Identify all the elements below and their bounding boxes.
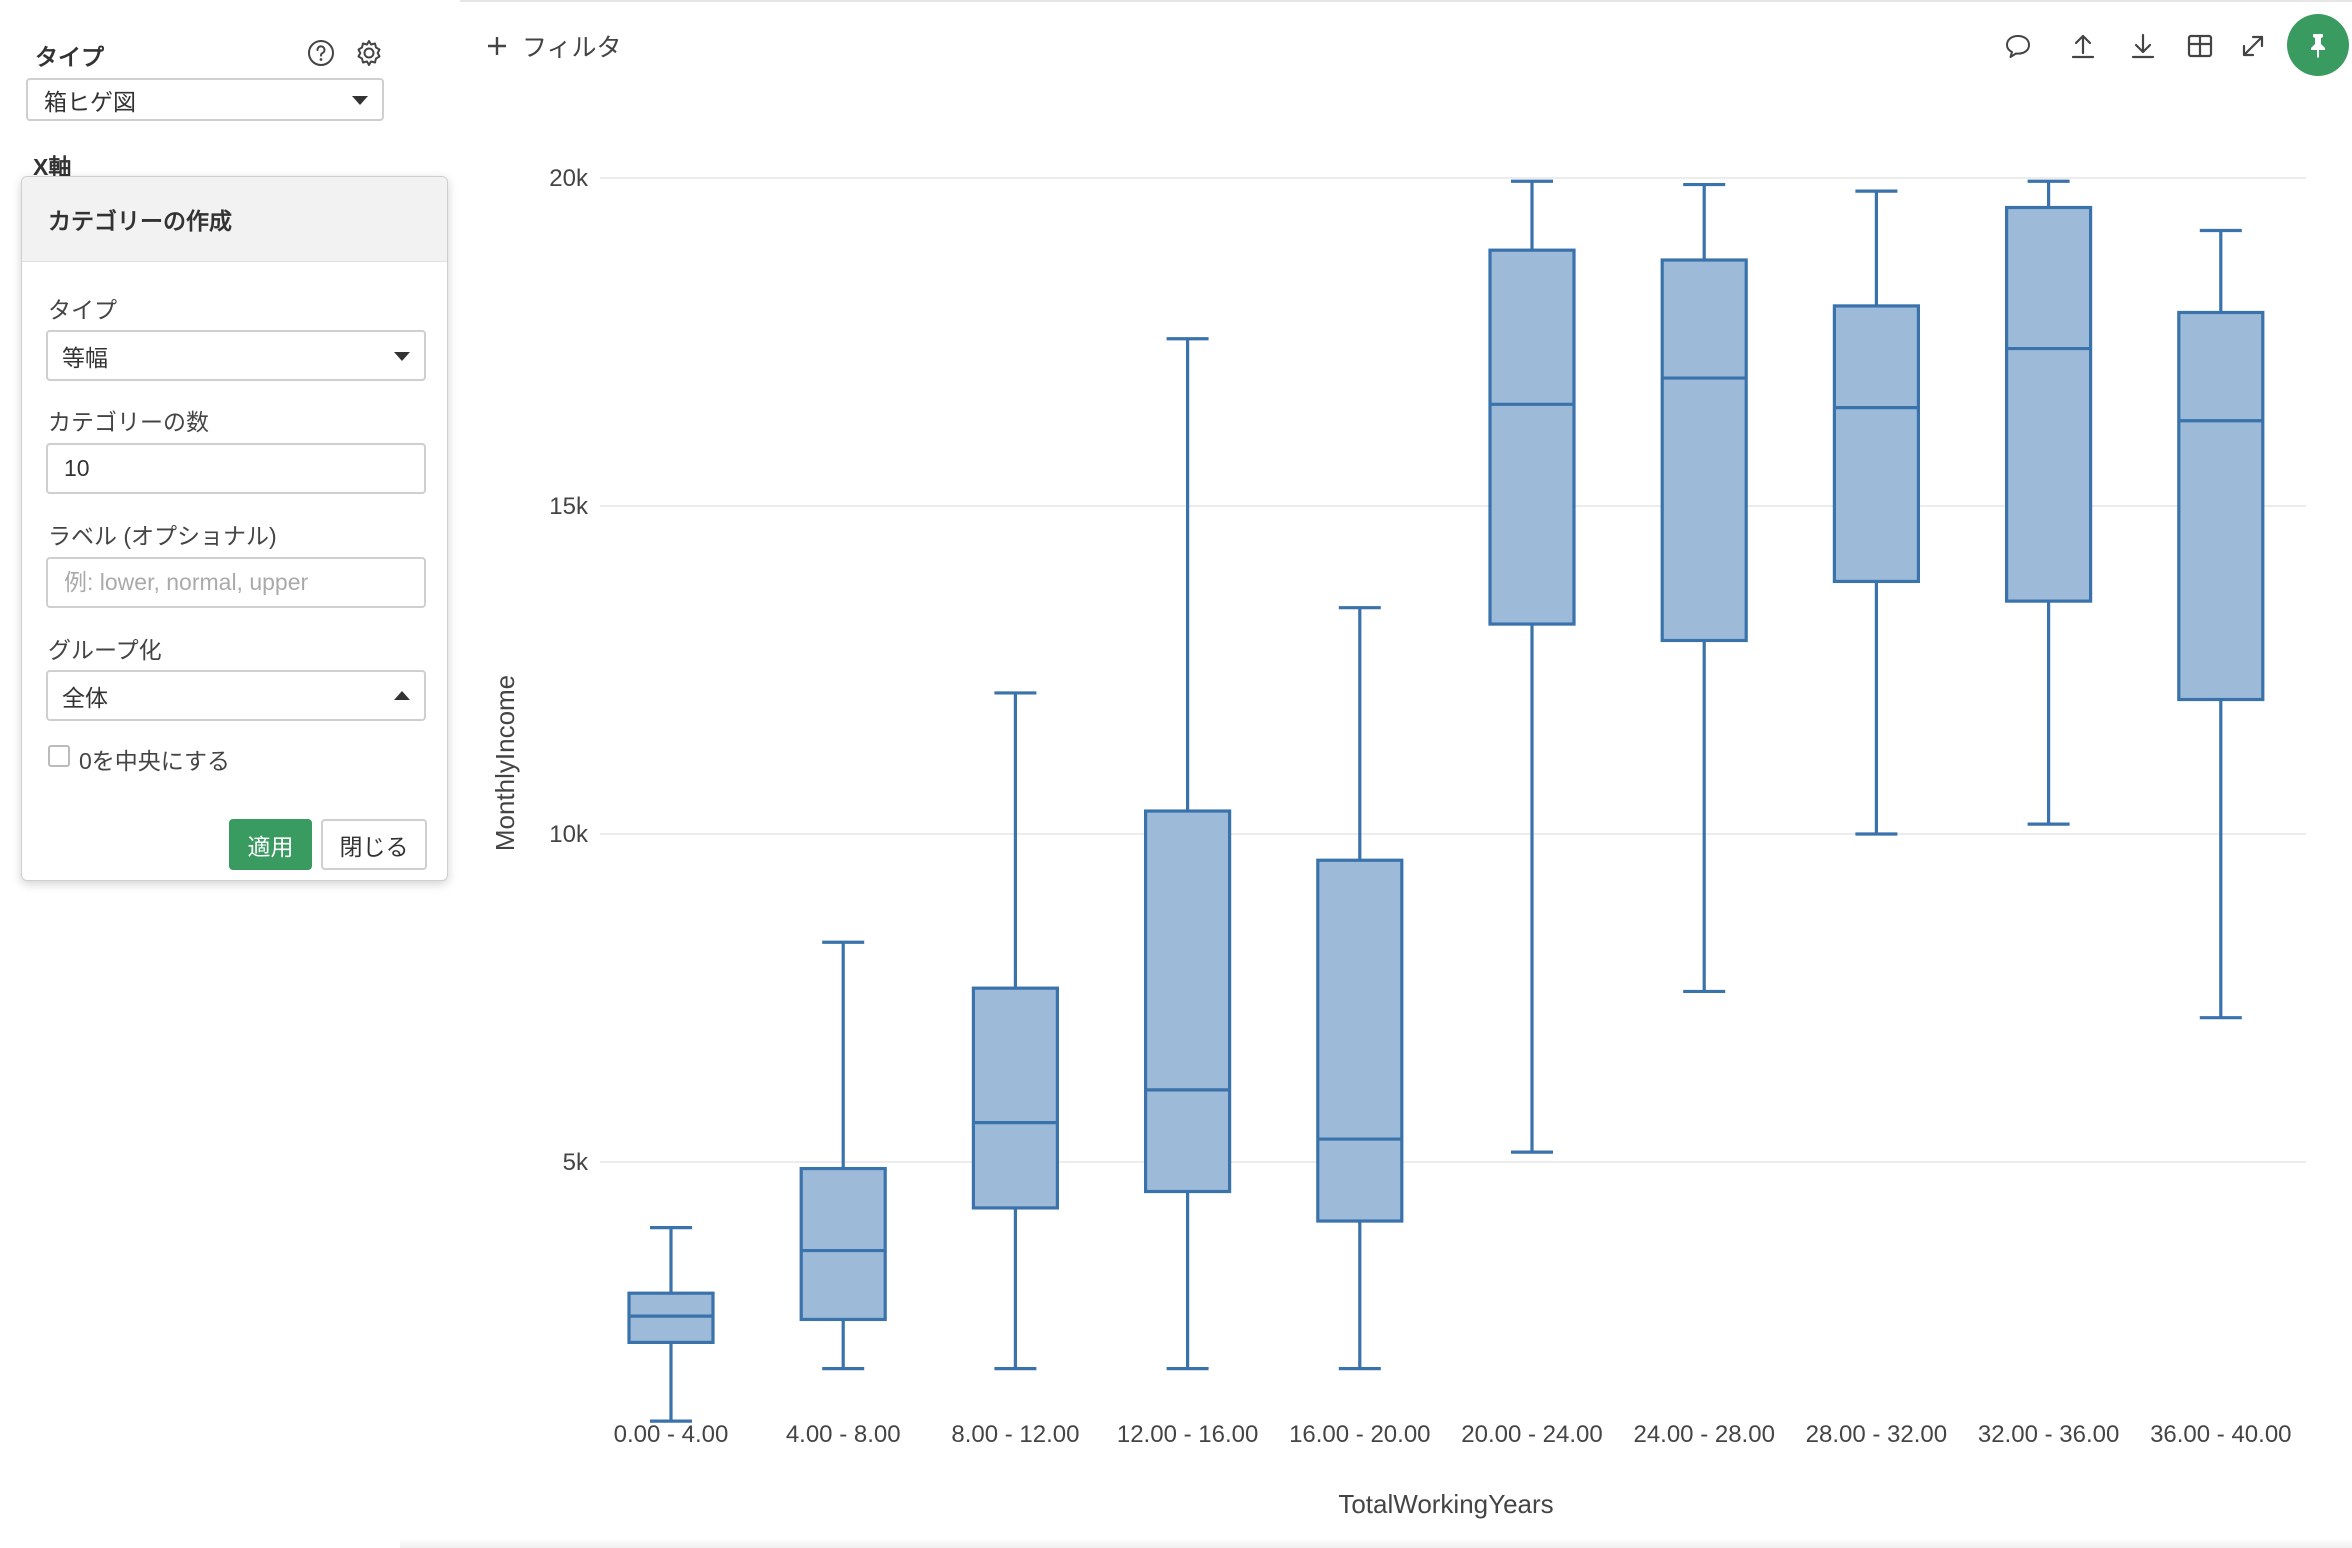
gear-icon[interactable] (352, 36, 386, 70)
chevron-down-icon (394, 351, 410, 361)
box-plot[interactable] (971, 691, 1059, 1371)
category-count-input[interactable] (62, 454, 424, 483)
y-tick-label: 15k (549, 493, 589, 520)
pin-button[interactable] (2287, 14, 2349, 76)
box-iqr (1832, 304, 1921, 584)
box-iqr (799, 1166, 887, 1322)
label-optional-label: ラベル (オプショナル) (48, 523, 277, 549)
box-iqr (2004, 205, 2093, 603)
box-plot[interactable] (1832, 189, 1921, 836)
bottom-shadow (400, 1538, 2352, 1548)
y-axis-title: MonthlyIncome (490, 675, 520, 851)
center-zero-checkbox[interactable] (48, 745, 70, 767)
box-plot[interactable] (1660, 182, 1748, 994)
x-tick-label: 16.00 - 20.00 (1289, 1421, 1430, 1448)
box-plot[interactable] (799, 940, 887, 1371)
chart-type-select[interactable]: 箱ヒゲ図 (26, 78, 384, 121)
y-tick-labels: 5k 10k 15k 20k (549, 165, 589, 1176)
box-plot[interactable] (1143, 337, 1232, 1371)
expand-icon[interactable] (2233, 26, 2273, 66)
box-plot[interactable] (627, 1225, 715, 1423)
apply-button[interactable]: 適用 (229, 819, 312, 870)
x-tick-label: 24.00 - 28.00 (1633, 1421, 1774, 1448)
box-plot[interactable] (2004, 179, 2093, 826)
help-icon[interactable] (304, 36, 338, 70)
x-tick-label: 20.00 - 24.00 (1461, 1421, 1602, 1448)
box-iqr (1660, 258, 1748, 643)
x-axis-title: TotalWorkingYears (1338, 1489, 1553, 1519)
chevron-down-icon (352, 95, 368, 105)
grouping-value: 全体 (62, 684, 108, 711)
x-tick-label: 28.00 - 32.00 (1806, 1421, 1947, 1448)
x-tick-labels: 0.00 - 4.00 4.00 - 8.00 8.00 - 12.00 12.00 … (614, 1421, 2292, 1448)
x-tick-label: 36.00 - 40.00 (2150, 1421, 2291, 1448)
add-filter-button[interactable]: フィルタ (486, 28, 622, 64)
box-plot[interactable] (1488, 179, 1576, 1154)
grouping-select[interactable]: 全体 (46, 670, 426, 721)
category-count-field[interactable] (46, 443, 426, 494)
x-tick-label: 32.00 - 36.00 (1978, 1421, 2119, 1448)
type-label: タイプ (35, 44, 104, 70)
xaxis-label: X軸 (33, 154, 72, 180)
x-tick-label: 0.00 - 4.00 (614, 1421, 729, 1448)
x-tick-label: 12.00 - 16.00 (1117, 1421, 1258, 1448)
y-tick-label: 10k (549, 821, 589, 848)
x-tick-label: 4.00 - 8.00 (786, 1421, 901, 1448)
box-plot-chart: 5k 10k 15k 20k 0.00 - 4.00 4.00 - 8.00 8.00 -… (490, 165, 2306, 1519)
filter-label: フィルタ (522, 34, 622, 62)
top-border (0, 0, 2352, 2)
chevron-up-icon (394, 690, 410, 700)
popover-title: カテゴリーの作成 (22, 177, 447, 262)
box-iqr (1143, 809, 1232, 1194)
y-tick-label: 20k (549, 165, 589, 192)
category-type-value: 等幅 (62, 344, 108, 371)
box-iqr (1488, 248, 1576, 626)
grouping-label: グループ化 (48, 637, 162, 663)
chart-type-value: 箱ヒゲ図 (44, 88, 136, 115)
box-iqr (2177, 310, 2265, 702)
table-icon[interactable] (2180, 26, 2220, 66)
plus-icon (488, 37, 506, 55)
category-type-select[interactable]: 等幅 (46, 330, 426, 381)
center-zero-label: 0を中央にする (79, 748, 231, 774)
label-input[interactable] (62, 568, 424, 597)
pin-icon (2311, 34, 2325, 58)
upload-icon[interactable] (2063, 26, 2103, 66)
box-series (627, 179, 2265, 1423)
category-type-label: タイプ (48, 297, 117, 323)
box-plot[interactable] (2177, 228, 2265, 1020)
download-icon[interactable] (2123, 26, 2163, 66)
label-field[interactable] (46, 557, 426, 608)
close-button[interactable]: 閉じる (321, 819, 427, 870)
create-category-popover: カテゴリーの作成 タイプ 等幅 カテゴリーの数 ラベル (オプショナル) グルー… (21, 176, 448, 881)
y-tick-label: 5k (563, 1149, 589, 1176)
chart-settings-panel: タイプ 箱ヒゲ図 X軸 カテゴリーの作成 タイプ 等幅 カテゴリーの数 ラベル … (0, 0, 460, 1548)
box-plot[interactable] (1316, 606, 1404, 1371)
box-iqr (1316, 858, 1404, 1223)
comment-icon[interactable] (1998, 26, 2038, 66)
box-iqr (627, 1291, 715, 1344)
category-count-label: カテゴリーの数 (48, 409, 209, 435)
box-iqr (971, 986, 1059, 1210)
x-tick-label: 8.00 - 12.00 (951, 1421, 1079, 1448)
